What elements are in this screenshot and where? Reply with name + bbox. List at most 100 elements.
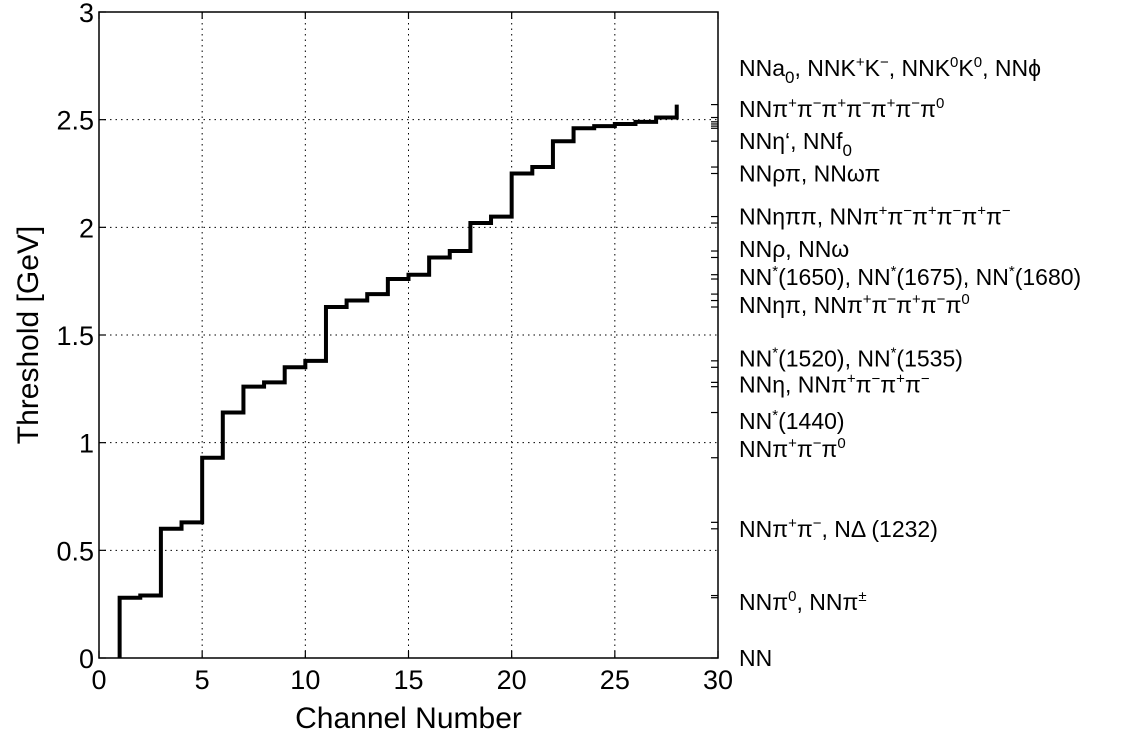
channel-label-part: K bbox=[865, 55, 881, 81]
channel-label: NN bbox=[739, 645, 772, 671]
channel-label-part: π bbox=[846, 96, 862, 122]
channel-label-part: − bbox=[921, 371, 930, 388]
channel-label-part: , NNK bbox=[889, 55, 951, 81]
channel-label-part: (1675), NN bbox=[896, 264, 1008, 290]
channel-label-part: * bbox=[891, 345, 897, 362]
right-axis-ticks bbox=[711, 103, 718, 659]
grid-lines bbox=[99, 12, 718, 658]
channel-label-part: (1680) bbox=[1015, 264, 1081, 290]
channel-label-part: 0 bbox=[974, 54, 982, 71]
x-axis-label: Channel Number bbox=[295, 702, 522, 735]
channel-label-part: π bbox=[797, 96, 813, 122]
channel-label-part: NN bbox=[739, 645, 772, 671]
channel-label-part: NN bbox=[739, 346, 772, 372]
channel-label-part: − bbox=[903, 203, 912, 220]
channel-label-part: π bbox=[945, 292, 961, 318]
channel-labels: NNa0, NNK+K−, NNK0K0, NNϕNNπ+π−π+π−π+π−π… bbox=[739, 54, 1081, 671]
y-tick-labels: 0 0.5 1 1.5 2 2.5 3 bbox=[56, 0, 94, 674]
channel-label-part: − bbox=[862, 95, 871, 112]
channel-label-part: + bbox=[788, 95, 797, 112]
channel-label-part: NN bbox=[739, 264, 772, 290]
channel-label-part: + bbox=[977, 203, 986, 220]
channel-label-part: NNηπ, NNπ bbox=[739, 292, 863, 318]
channel-label-part: * bbox=[772, 345, 778, 362]
channel-label-part: π bbox=[920, 96, 936, 122]
x-tick-label: 5 bbox=[195, 665, 210, 695]
channel-label-part: π bbox=[880, 372, 896, 398]
channel-label-part: NNη‘, NNf bbox=[739, 128, 843, 154]
channel-label: NN*(1650), NN*(1675), NN*(1680) bbox=[739, 263, 1081, 290]
channel-label-part: NNπ bbox=[739, 516, 788, 542]
channel-label-part: π bbox=[822, 436, 838, 462]
channel-label-part: + bbox=[879, 203, 888, 220]
channel-label-part: + bbox=[837, 95, 846, 112]
channel-label-part: 0 bbox=[843, 141, 852, 160]
channel-label-part: + bbox=[788, 515, 797, 532]
channel-label-part: + bbox=[788, 435, 797, 452]
channel-label-part: − bbox=[813, 95, 822, 112]
y-tick-label: 1 bbox=[79, 429, 94, 459]
channel-label: NN*(1440) bbox=[739, 407, 845, 434]
channel-label: NNη, NNπ+π−π+π− bbox=[739, 371, 930, 398]
channel-label-part: π bbox=[797, 436, 813, 462]
x-tick-label: 25 bbox=[600, 665, 630, 695]
x-tick-labels: 0 5 10 15 20 25 30 bbox=[91, 665, 733, 695]
channel-label-part: − bbox=[872, 371, 881, 388]
channel-label-part: NNπ bbox=[739, 589, 788, 615]
channel-label-part: , NNπ bbox=[796, 589, 858, 615]
channel-label-part: (1520), NN bbox=[778, 346, 890, 372]
channel-label-part: π bbox=[871, 96, 887, 122]
channel-label-part: NNπ bbox=[739, 436, 788, 462]
channel-label-part: + bbox=[896, 371, 905, 388]
channel-label-part: NN bbox=[739, 408, 772, 434]
channel-label-part: (1535) bbox=[896, 346, 962, 372]
y-tick-label: 2 bbox=[79, 213, 94, 243]
channel-label-part: 0 bbox=[785, 68, 794, 87]
channel-label-part: (1440) bbox=[778, 408, 844, 434]
x-tick-label: 15 bbox=[393, 665, 423, 695]
channel-label-part: π bbox=[961, 204, 977, 230]
x-tick-label: 10 bbox=[290, 665, 320, 695]
channel-label-part: NNρ, NNω bbox=[739, 236, 849, 262]
channel-label-part: + bbox=[863, 291, 872, 308]
channel-label-part: * bbox=[891, 263, 897, 280]
y-tick-label: 0.5 bbox=[56, 536, 94, 566]
channel-label-part: , NNK bbox=[794, 55, 856, 81]
channel-label-part: π bbox=[822, 96, 838, 122]
channel-label-part: + bbox=[847, 371, 856, 388]
channel-label: NNηππ, NNπ+π−π+π−π+π− bbox=[739, 203, 1011, 230]
channel-label-part: + bbox=[928, 203, 937, 220]
channel-label: NNπ0, NNπ± bbox=[739, 588, 867, 615]
channel-label-part: NNη, NNπ bbox=[739, 372, 847, 398]
channel-label: NNπ+π−, NΔ (1232) bbox=[739, 515, 938, 542]
y-tick-label: 3 bbox=[79, 0, 94, 28]
channel-label-part: π bbox=[905, 372, 921, 398]
channel-label-part: π bbox=[872, 292, 888, 318]
channel-label-part: − bbox=[911, 95, 920, 112]
x-tick-label: 30 bbox=[703, 665, 733, 695]
channel-label-part: 0 bbox=[961, 291, 969, 308]
channel-label-part: , NNϕ bbox=[982, 55, 1041, 81]
y-tick-label: 0 bbox=[79, 644, 94, 674]
channel-label: NNπ+π−π0 bbox=[739, 435, 846, 462]
channel-label-part: π bbox=[887, 204, 903, 230]
channel-label-part: − bbox=[887, 291, 896, 308]
channel-label: NNa0, NNK+K−, NNK0K0, NNϕ bbox=[739, 54, 1041, 87]
y-tick-label: 2.5 bbox=[56, 106, 94, 136]
channel-label-part: NNηππ, NNπ bbox=[739, 204, 879, 230]
y-tick-label: 1.5 bbox=[56, 321, 94, 351]
channel-label-part: π bbox=[912, 204, 928, 230]
channel-label-part: − bbox=[937, 291, 946, 308]
channel-label-part: , NΔ (1232) bbox=[822, 516, 938, 542]
y-axis-label: Threshold [GeV] bbox=[12, 226, 45, 444]
channel-label-part: π bbox=[797, 516, 813, 542]
channel-label: NNη‘, NNf0 bbox=[739, 128, 852, 160]
channel-label-part: − bbox=[1002, 203, 1011, 220]
channel-label-part: π bbox=[895, 96, 911, 122]
channel-label-part: * bbox=[1009, 263, 1015, 280]
channel-label-part: + bbox=[856, 54, 865, 71]
channel-label-part: π bbox=[896, 292, 912, 318]
x-tick-label: 0 bbox=[91, 665, 106, 695]
channel-label-part: 0 bbox=[936, 95, 944, 112]
channel-label-part: * bbox=[772, 263, 778, 280]
